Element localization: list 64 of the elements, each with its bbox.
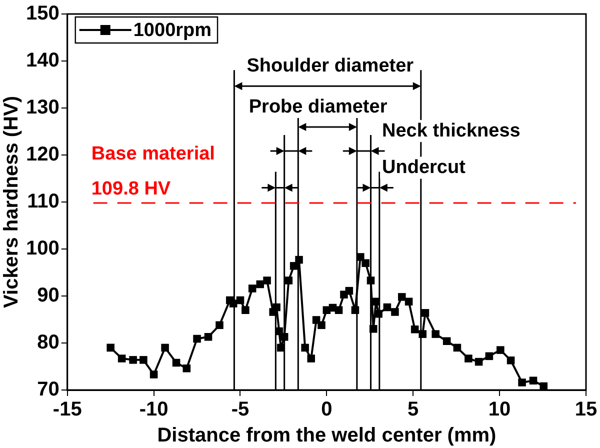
point xyxy=(106,344,114,352)
point xyxy=(284,276,293,284)
x-tick-label: -10 xyxy=(139,398,168,421)
y-tick-label: 100 xyxy=(26,238,60,260)
point xyxy=(391,308,399,316)
y-tick-label: 110 xyxy=(27,190,60,213)
point xyxy=(263,276,271,284)
point xyxy=(290,262,298,270)
point xyxy=(383,303,392,312)
point xyxy=(485,352,494,360)
annotation: Undercut xyxy=(382,156,466,178)
y-tick-label: 130 xyxy=(26,96,60,119)
point xyxy=(182,364,191,372)
annotation: Probe diameter xyxy=(248,96,388,118)
y-tick-label: 90 xyxy=(37,284,60,307)
point xyxy=(256,280,264,288)
point xyxy=(474,358,483,366)
point xyxy=(529,376,538,384)
point xyxy=(334,306,343,314)
y-tick-label: 150 xyxy=(26,2,60,25)
x-tick-label: -15 xyxy=(52,398,82,421)
point xyxy=(506,356,515,364)
point xyxy=(432,330,440,338)
point xyxy=(216,321,224,330)
point xyxy=(398,293,406,301)
y-tick-label: 70 xyxy=(37,378,60,401)
y-tick-label: 120 xyxy=(26,144,60,166)
point xyxy=(496,346,504,354)
point xyxy=(421,309,430,317)
point xyxy=(242,306,250,314)
point xyxy=(362,259,370,267)
point xyxy=(193,334,201,343)
point xyxy=(204,333,212,341)
y-axis-title: Vickers hardness (HV) xyxy=(0,96,23,308)
point xyxy=(442,337,451,346)
y-tick-label: 140 xyxy=(26,50,60,72)
y-tick-label: 80 xyxy=(37,332,60,354)
point xyxy=(404,298,413,306)
point xyxy=(161,344,169,352)
point xyxy=(345,286,354,295)
point xyxy=(236,296,244,304)
point xyxy=(140,356,148,364)
point xyxy=(129,356,137,364)
point xyxy=(410,325,419,334)
point xyxy=(301,344,309,352)
point xyxy=(248,284,256,292)
point xyxy=(118,354,126,362)
point xyxy=(318,321,326,330)
point xyxy=(453,344,462,352)
legend-label: 1000rpm xyxy=(133,20,212,42)
x-tick-label: 10 xyxy=(488,398,511,421)
x-tick-label: -5 xyxy=(231,398,250,421)
point xyxy=(464,354,472,362)
point xyxy=(172,358,180,367)
annotation: Neck thickness xyxy=(382,120,520,142)
point xyxy=(518,378,526,386)
x-tick-label: 5 xyxy=(408,398,419,421)
x-tick-label: 0 xyxy=(321,398,332,421)
x-tick-label: 15 xyxy=(574,398,598,421)
ref-line-label: Base material 109.8 HV xyxy=(91,144,215,200)
point xyxy=(307,354,316,362)
point xyxy=(150,370,158,378)
annotation: Shoulder diameter xyxy=(246,55,414,76)
x-axis-title: Distance from the weld center (mm) xyxy=(157,424,496,447)
